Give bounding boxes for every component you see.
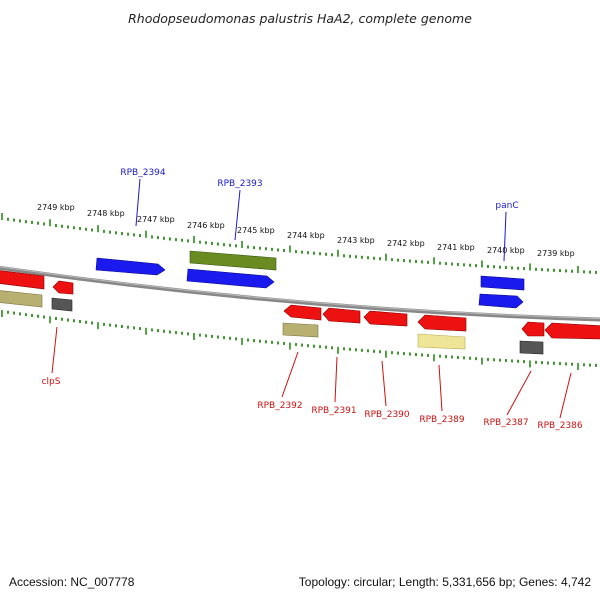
scale-labels: 2749 kbp 2748 kbp 2747 kbp 2746 kbp 2745… [37, 203, 575, 258]
gene-pan-c[interactable] [478, 275, 525, 309]
bottom-leader-lines [51, 326, 572, 419]
gene-rpb-2387[interactable] [519, 321, 545, 355]
gene-box [51, 297, 73, 312]
label-pan-c[interactable]: panC [495, 201, 518, 211]
scale-label-2748: 2748 kbp [87, 209, 125, 218]
gene-arrow [521, 321, 545, 337]
leader-rpb-2387 [506, 370, 532, 416]
gene-box [417, 333, 466, 350]
leader-rpb-2392 [281, 351, 299, 398]
label-rpb-2394[interactable]: RPB_2394 [120, 168, 166, 178]
gene-rpb-2390[interactable] [363, 310, 408, 327]
gene-rpb-2394[interactable] [95, 257, 166, 276]
leader-rpb-2394 [135, 178, 141, 227]
gene-box [0, 270, 45, 290]
genome-title: Rhodopseudomonas palustris HaA2, complet… [128, 11, 472, 26]
leader-rpb-2389 [438, 364, 443, 412]
gene-arrow [363, 310, 408, 327]
genome-backbone [0, 265, 600, 322]
scale-label-2746: 2746 kbp [187, 221, 225, 230]
outer-scale-ticks [1, 212, 597, 274]
gene-arrow [95, 257, 166, 276]
gene-box [189, 250, 277, 271]
gene-arrow [544, 322, 600, 340]
scale-label-2742: 2742 kbp [387, 239, 425, 248]
gene-box [480, 275, 525, 291]
label-rpb-2387[interactable]: RPB_2387 [483, 418, 528, 428]
gene-clps[interactable] [51, 280, 74, 312]
backbone-highlight [0, 266, 600, 319]
gene-rpb-2393[interactable] [186, 250, 277, 289]
label-rpb-2393[interactable]: RPB_2393 [217, 179, 262, 189]
leader-rpb-2386 [559, 372, 572, 419]
scale-label-2744: 2744 kbp [287, 231, 325, 240]
scale-label-2739: 2739 kbp [537, 249, 575, 258]
gene-rpb-2386[interactable] [544, 322, 600, 340]
gene-arrow [417, 314, 467, 332]
label-rpb-2389[interactable]: RPB_2389 [419, 415, 465, 425]
label-clps[interactable]: clpS [42, 377, 61, 387]
gene-box [519, 340, 544, 355]
label-rpb-2392[interactable]: RPB_2392 [257, 401, 302, 411]
leader-rpb-2391 [334, 356, 338, 403]
leader-rpb-2390 [381, 360, 387, 407]
scale-label-2743: 2743 kbp [337, 236, 375, 245]
gene-left-khaki[interactable] [0, 290, 43, 308]
gene-arrow [52, 280, 74, 295]
gene-left-red[interactable] [0, 270, 45, 290]
label-rpb-2390[interactable]: RPB_2390 [364, 410, 410, 420]
genome-summary-text: Topology: circular; Length: 5,331,656 bp… [299, 575, 592, 589]
label-rpb-2386[interactable]: RPB_2386 [537, 421, 583, 431]
leader-rpb-2393 [234, 189, 241, 241]
scale-label-2749: 2749 kbp [37, 203, 75, 212]
scale-label-2747: 2747 kbp [137, 215, 175, 224]
gene-rpb-2389[interactable] [417, 314, 467, 350]
gene-box [282, 322, 319, 338]
scale-label-2745: 2745 kbp [237, 226, 275, 235]
top-leader-lines [135, 178, 507, 262]
leader-clps [51, 326, 58, 374]
scale-label-2740: 2740 kbp [487, 246, 525, 255]
gene-arrow [283, 304, 322, 321]
gene-arrow [186, 268, 275, 289]
label-rpb-2391[interactable]: RPB_2391 [311, 406, 356, 416]
accession-text: Accession: NC_007778 [9, 575, 135, 589]
gene-arrow [478, 293, 524, 309]
top-gene-labels: RPB_2394 RPB_2393 panC [120, 168, 518, 211]
leader-pan-c [503, 211, 507, 262]
gene-box [0, 290, 43, 308]
gene-rpb-2391[interactable] [322, 307, 361, 324]
bottom-gene-labels: clpS RPB_2392 RPB_2391 RPB_2390 RPB_2389… [42, 377, 583, 431]
scale-label-2741: 2741 kbp [437, 243, 475, 252]
inner-scale-ticks [1, 309, 597, 371]
gene-arrow [322, 307, 361, 324]
gene-rpb-2392[interactable] [282, 304, 322, 338]
